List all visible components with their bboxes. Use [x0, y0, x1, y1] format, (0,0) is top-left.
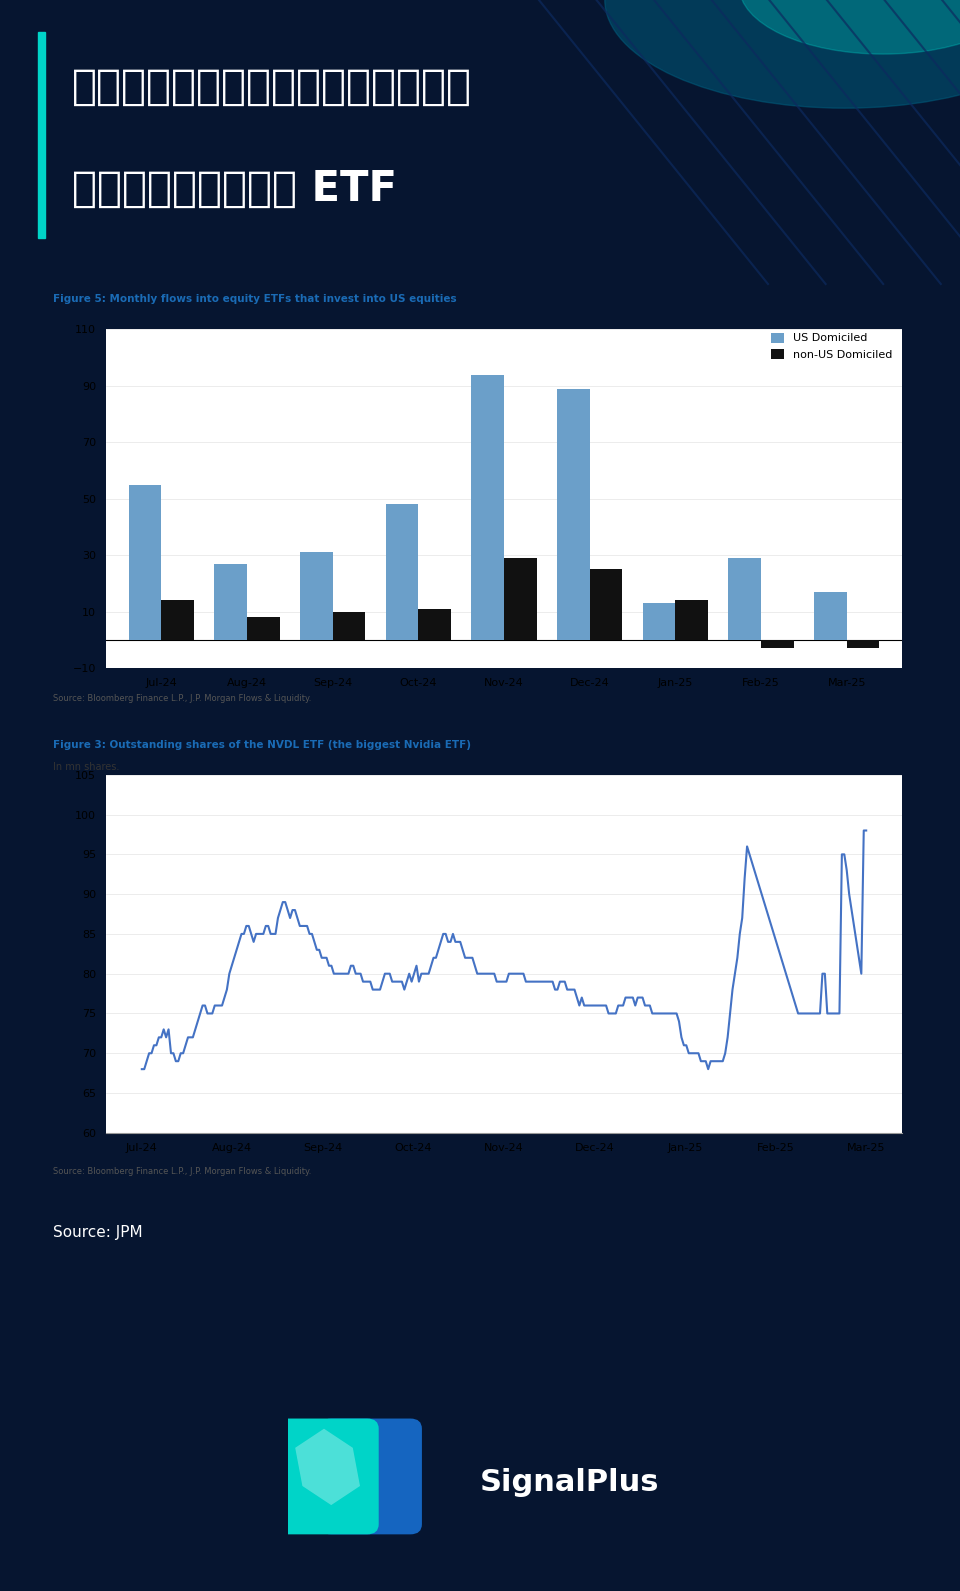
Text: Source: Bloomberg Finance L.P., J.P. Morgan Flows & Liquidity.: Source: Bloomberg Finance L.P., J.P. Mor…: [53, 1166, 311, 1176]
Bar: [643, 603, 675, 640]
Bar: [419, 609, 451, 640]
Bar: [247, 617, 279, 640]
Text: Source: JPM: Source: JPM: [53, 1225, 142, 1239]
Bar: [557, 388, 589, 640]
Bar: [38, 32, 45, 239]
Bar: [589, 570, 622, 640]
Bar: [847, 640, 879, 649]
Bar: [386, 504, 419, 640]
Bar: [814, 592, 847, 640]
Text: 美国散户在市场回调期间仍持续买入: 美国散户在市场回调期间仍持续买入: [72, 65, 472, 108]
Text: Source: Bloomberg Finance L.P., J.P. Morgan Flows & Liquidity.: Source: Bloomberg Finance L.P., J.P. Mor…: [53, 694, 311, 703]
Ellipse shape: [605, 0, 960, 108]
Bar: [504, 558, 537, 640]
Bar: [129, 485, 161, 640]
Text: Figure 3: Outstanding shares of the NVDL ETF (the biggest Nvidia ETF): Figure 3: Outstanding shares of the NVDL…: [53, 740, 470, 749]
Bar: [471, 374, 504, 640]
Text: （并坚持持有）股票 ETF: （并坚持持有）股票 ETF: [72, 169, 397, 210]
FancyBboxPatch shape: [276, 1419, 378, 1534]
Ellipse shape: [739, 0, 960, 54]
Legend: US Domiciled, non-US Domiciled: US Domiciled, non-US Domiciled: [766, 328, 897, 364]
Bar: [729, 558, 761, 640]
Polygon shape: [296, 1429, 360, 1505]
Text: Figure 5: Monthly flows into equity ETFs that invest into US equities: Figure 5: Monthly flows into equity ETFs…: [53, 294, 456, 304]
Text: In mn shares.: In mn shares.: [53, 762, 119, 772]
Bar: [333, 611, 365, 640]
Bar: [214, 563, 247, 640]
Bar: [300, 552, 333, 640]
Text: SignalPlus: SignalPlus: [480, 1468, 660, 1497]
Bar: [161, 600, 194, 640]
Bar: [675, 600, 708, 640]
FancyBboxPatch shape: [320, 1419, 421, 1534]
Bar: [761, 640, 794, 649]
